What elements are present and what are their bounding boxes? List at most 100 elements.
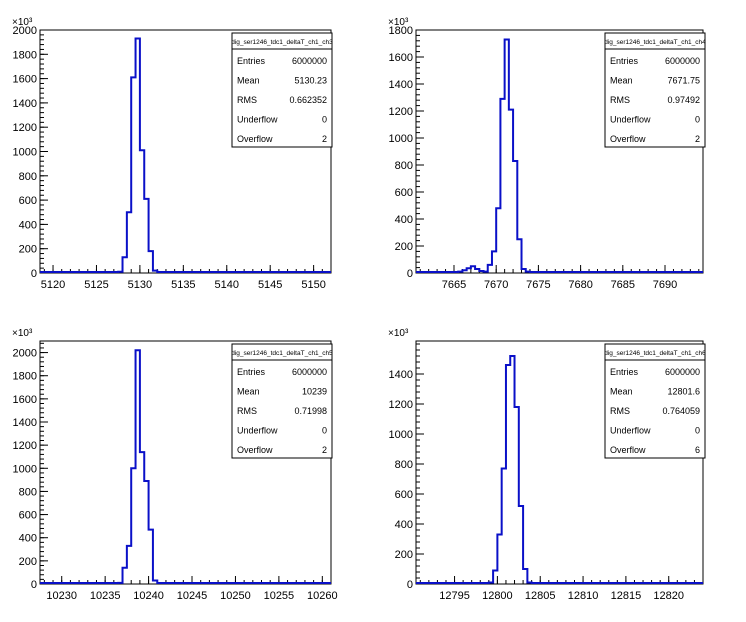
y-tick-label: 1600 [389, 52, 413, 64]
stats-value: 0.71998 [294, 406, 327, 416]
stats-value: 6000000 [292, 56, 327, 66]
stats-box: dig_ser1246_tdc1_deltaT_ch1_ch3 Entries 60… [231, 32, 333, 148]
stats-label: Entries [610, 56, 639, 66]
stats-value: 6000000 [665, 56, 700, 66]
y-tick-label: 0 [31, 579, 37, 591]
stats-label: Underflow [237, 426, 278, 436]
y-tick-label: 200 [395, 241, 413, 253]
stats-box-frame [231, 343, 333, 459]
x-tick-label: 10250 [220, 590, 251, 602]
stats-box: dig_ser1246_tdc1_deltaT_ch1_ch4 Entries 60… [604, 32, 706, 148]
y-tick-label: 800 [395, 459, 413, 471]
stats-label: Overflow [237, 445, 273, 455]
stats-label: Underflow [610, 115, 651, 125]
y-tick-label: 600 [19, 195, 37, 207]
stats-value: 6000000 [292, 367, 327, 377]
y-tick-label: 400 [19, 219, 37, 231]
x-tick-label: 7675 [526, 279, 550, 291]
y-tick-label: 1000 [389, 429, 413, 441]
histogram-line [416, 355, 703, 584]
stats-box: dig_ser1246_tdc1_deltaT_ch1_ch5 Entries 60… [231, 343, 333, 459]
x-tick-label: 12815 [611, 590, 642, 602]
stats-label: RMS [237, 95, 257, 105]
x-tick-label: 5125 [84, 279, 108, 291]
stats-value: 2 [695, 134, 700, 144]
y-tick-label: 1000 [13, 147, 37, 159]
stats-label: RMS [610, 95, 630, 105]
x-tick-label: 10230 [46, 590, 77, 602]
x-tick-label: 12805 [525, 590, 556, 602]
y-tick-label: 1800 [389, 25, 413, 37]
y-multiplier-label: ×10³ [388, 17, 409, 28]
y-tick-label: 0 [31, 268, 37, 280]
stats-value: 0 [322, 426, 327, 436]
histogram-line [416, 38, 703, 273]
y-tick-label: 1600 [13, 74, 37, 86]
y-tick-label: 1400 [389, 79, 413, 91]
stats-value: 2 [322, 445, 327, 455]
y-tick-label: 800 [395, 160, 413, 172]
stats-label: Overflow [610, 134, 646, 144]
y-multiplier-label: ×10³ [12, 17, 33, 28]
x-tick-label: 12800 [482, 590, 513, 602]
y-tick-label: 2000 [13, 348, 37, 360]
y-tick-label: 800 [19, 486, 37, 498]
stats-label: Mean [610, 76, 633, 86]
x-tick-label: 10260 [307, 590, 338, 602]
y-tick-label: 1200 [13, 122, 37, 134]
stats-value: 0.97492 [667, 95, 700, 105]
y-tick-label: 1600 [13, 394, 37, 406]
x-tick-label: 5145 [258, 279, 282, 291]
y-tick-label: 1400 [389, 369, 413, 381]
y-tick-label: 200 [19, 556, 37, 568]
y-tick-label: 600 [395, 187, 413, 199]
stats-title: dig_ser1246_tdc1_deltaT_ch1_ch4 [604, 39, 706, 46]
x-tick-label: 5120 [41, 279, 65, 291]
x-tick-label: 12820 [653, 590, 684, 602]
y-tick-label: 400 [19, 533, 37, 545]
y-tick-label: 1000 [389, 133, 413, 145]
histogram-panel-2: 0 200 400 600 800 1000 1200 1400 1600 1800 7665 767… [388, 17, 706, 291]
stats-title: dig_ser1246_tdc1_deltaT_ch1_ch6 [604, 350, 706, 357]
stats-label: Mean [237, 76, 260, 86]
stats-box-frame [604, 32, 706, 148]
stats-label: Mean [237, 387, 260, 397]
stats-value: 0 [695, 115, 700, 125]
stats-label: Entries [237, 56, 266, 66]
histogram-line [40, 37, 331, 273]
y-tick-label: 800 [19, 171, 37, 183]
stats-label: Mean [610, 387, 633, 397]
y-tick-label: 200 [19, 244, 37, 256]
stats-value: 0.764059 [662, 406, 700, 416]
x-tick-label: 7680 [568, 279, 592, 291]
stats-value: 6000000 [665, 367, 700, 377]
x-tick-label: 10235 [90, 590, 121, 602]
y-tick-label: 1800 [13, 371, 37, 383]
x-tick-label: 7665 [442, 279, 466, 291]
stats-box-frame [231, 32, 333, 148]
stats-label: Entries [610, 367, 639, 377]
stats-label: Underflow [610, 426, 651, 436]
x-tick-label: 7670 [484, 279, 508, 291]
stats-value: 6 [695, 445, 700, 455]
y-tick-label: 600 [395, 489, 413, 501]
x-tick-label: 5135 [171, 279, 195, 291]
y-tick-label: 2000 [13, 25, 37, 37]
stats-label: RMS [237, 406, 257, 416]
y-tick-label: 400 [395, 519, 413, 531]
histogram-panel-3: 0 200 400 600 800 1000 1200 1400 1600 1800 2000 102… [12, 328, 338, 602]
x-tick-label: 7685 [611, 279, 635, 291]
stats-value: 0 [322, 115, 327, 125]
stats-value: 0.662352 [289, 95, 327, 105]
stats-value: 2 [322, 134, 327, 144]
y-multiplier-label: ×10³ [388, 328, 409, 339]
histogram-line [40, 349, 331, 584]
x-tick-label: 5130 [128, 279, 152, 291]
stats-label: RMS [610, 406, 630, 416]
stats-title: dig_ser1246_tdc1_deltaT_ch1_ch5 [231, 350, 333, 357]
stats-value: 7671.75 [667, 76, 700, 86]
y-tick-label: 1200 [389, 106, 413, 118]
y-tick-label: 1800 [13, 49, 37, 61]
y-tick-label: 400 [395, 214, 413, 226]
